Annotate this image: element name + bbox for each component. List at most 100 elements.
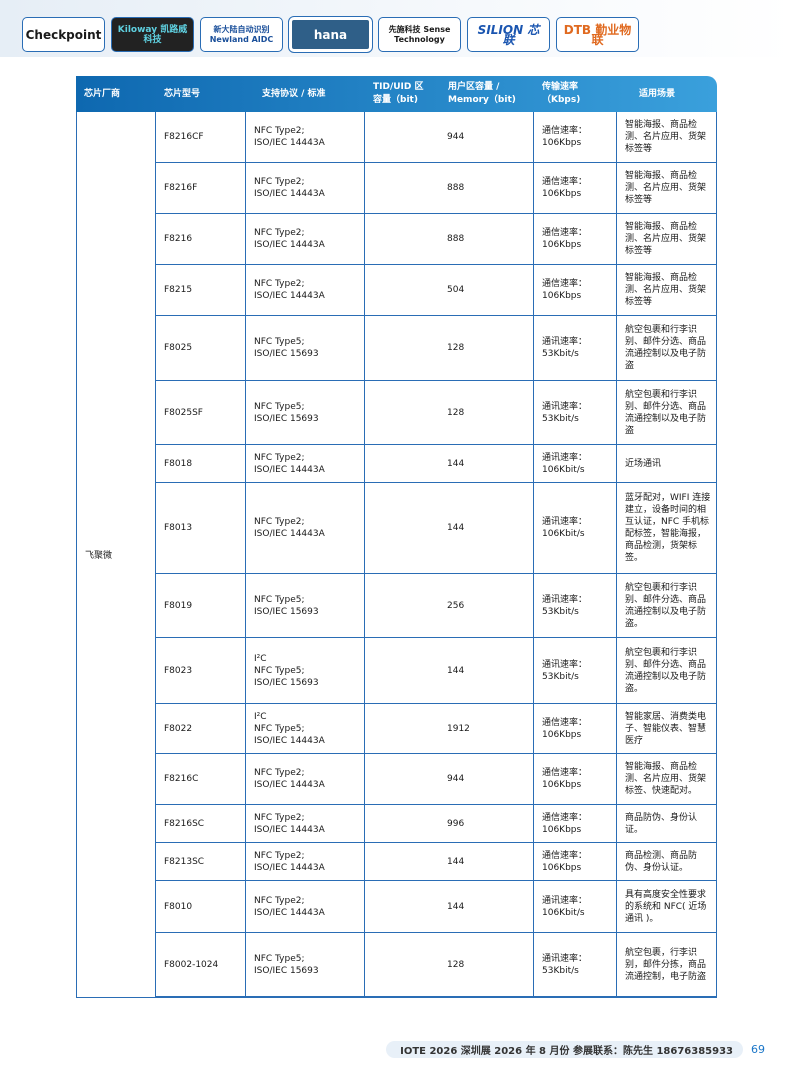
protocol-cell: NFC Type5; ISO/IEC 15693: [246, 933, 365, 997]
model-cell: F8215: [156, 265, 246, 316]
memory-cell: 996: [365, 805, 534, 843]
memory-cell: 944: [365, 754, 534, 805]
model-cell: F8010: [156, 881, 246, 933]
protocol-cell: NFC Type2; ISO/IEC 14443A: [246, 112, 365, 163]
footer: IOTE 2026 深圳展 2026 年 8 月份 参展联系：陈先生 18676…: [386, 1041, 765, 1058]
model-cell: F8216F: [156, 163, 246, 214]
table-body: 飞聚微 F8216CF NFC Type2; ISO/IEC 14443A 944 通…: [76, 112, 717, 998]
rate-cell: 通信速率： 106Kbps: [534, 214, 617, 265]
scenario-cell: 智能海报、商品检测、名片应用、货架标签等: [617, 214, 717, 265]
model-cell: F8025SF: [156, 381, 246, 445]
logo-dtb: DTB 勤业物联: [556, 17, 639, 52]
protocol-cell: NFC Type2; ISO/IEC 14443A: [246, 163, 365, 214]
protocol-cell: NFC Type2; ISO/IEC 14443A: [246, 265, 365, 316]
memory-cell: 144: [365, 483, 534, 574]
protocol-cell: NFC Type2; ISO/IEC 14443A: [246, 881, 365, 933]
memory-cell: 128: [365, 316, 534, 381]
memory-cell: 1912: [365, 704, 534, 754]
model-cell: F8022: [156, 704, 246, 754]
chip-table: 芯片厂商 芯片型号 支持协议 / 标准 TID/UID 区 容量（bit) 用户…: [76, 76, 717, 998]
scenario-cell: 商品防伪、身份认证。: [617, 805, 717, 843]
sponsor-logos: Checkpoint Kiloway 凯路威科技 新大陆自动识别 Newland…: [22, 16, 639, 53]
model-cell: F8002-1024: [156, 933, 246, 997]
header-rate: 传输速率 （Kbps): [542, 82, 581, 105]
vendor-cell: 飞聚微: [76, 112, 156, 997]
protocol-cell: I²C NFC Type5; ISO/IEC 14443A: [246, 704, 365, 754]
scenario-cell: 智能海报、商品检测、名片应用、货架标签等: [617, 265, 717, 316]
memory-cell: 504: [365, 265, 534, 316]
rate-cell: 通讯速率： 106Kbit/s: [534, 483, 617, 574]
memory-cell: 144: [365, 445, 534, 483]
model-cell: F8216SC: [156, 805, 246, 843]
rate-cell: 通讯速率： 106Kbit/s: [534, 445, 617, 483]
scenario-cell: 蓝牙配对，WIFI 连接建立，设备时间的相互认证，NFC 手机标配标签，智能海报…: [617, 483, 717, 574]
scenario-cell: 智能海报、商品检测、名片应用、货架标签等: [617, 112, 717, 163]
model-cell: F8019: [156, 574, 246, 638]
protocol-cell: NFC Type2; ISO/IEC 14443A: [246, 843, 365, 881]
memory-cell: 256: [365, 574, 534, 638]
protocol-cell: NFC Type5; ISO/IEC 15693: [246, 381, 365, 445]
model-cell: F8216: [156, 214, 246, 265]
table-header: 芯片厂商 芯片型号 支持协议 / 标准 TID/UID 区 容量（bit) 用户…: [76, 76, 717, 112]
rate-cell: 通信速率： 106Kbps: [534, 704, 617, 754]
header-scenario: 适用场景: [639, 88, 676, 99]
memory-cell: 888: [365, 214, 534, 265]
scenario-cell: 商品检测、商品防伪、身份认证。: [617, 843, 717, 881]
model-cell: F8018: [156, 445, 246, 483]
model-cell: F8213SC: [156, 843, 246, 881]
header-memory: 用户区容量 / Memory（bit): [448, 82, 516, 105]
page-number: 69: [751, 1043, 765, 1056]
footer-contact: IOTE 2026 深圳展 2026 年 8 月份 参展联系：陈先生 18676…: [386, 1041, 743, 1058]
rate-cell: 通讯速率： 53Kbit/s: [534, 574, 617, 638]
memory-cell: 888: [365, 163, 534, 214]
header-model: 芯片型号: [164, 88, 201, 99]
header-tid: TID/UID 区 容量（bit): [373, 82, 424, 105]
model-cell: F8013: [156, 483, 246, 574]
rate-cell: 通信速率： 106Kbps: [534, 754, 617, 805]
memory-cell: 128: [365, 933, 534, 997]
header-protocol: 支持协议 / 标准: [262, 88, 326, 99]
header-vendor: 芯片厂商: [84, 88, 121, 99]
protocol-cell: NFC Type2; ISO/IEC 14443A: [246, 214, 365, 265]
protocol-cell: I²C NFC Type5; ISO/IEC 15693: [246, 638, 365, 704]
model-cell: F8216CF: [156, 112, 246, 163]
scenario-cell: 智能海报、商品检测、名片应用、货架标签、快速配对。: [617, 754, 717, 805]
memory-cell: 144: [365, 881, 534, 933]
protocol-cell: NFC Type5; ISO/IEC 15693: [246, 574, 365, 638]
model-cell: F8023: [156, 638, 246, 704]
memory-cell: 128: [365, 381, 534, 445]
rate-cell: 通讯速率： 53Kbit/s: [534, 316, 617, 381]
rate-cell: 通信速率： 106Kbps: [534, 843, 617, 881]
scenario-cell: 航空包裹和行李识别、邮件分选、商品流通控制以及电子防盗: [617, 381, 717, 445]
scenario-cell: 智能海报、商品检测、名片应用、货架标签等: [617, 163, 717, 214]
rate-cell: 通讯速率： 53Kbit/s: [534, 638, 617, 704]
protocol-cell: NFC Type5; ISO/IEC 15693: [246, 316, 365, 381]
scenario-cell: 航空包裹和行李识别、邮件分选、商品流通控制以及电子防盗: [617, 316, 717, 381]
protocol-cell: NFC Type2; ISO/IEC 14443A: [246, 805, 365, 843]
logo-newland: 新大陆自动识别 Newland AIDC: [200, 17, 283, 52]
rate-cell: 通信速率： 106Kbps: [534, 265, 617, 316]
scenario-cell: 具有高度安全性要求的系统和 NFC( 近场通讯 )。: [617, 881, 717, 933]
protocol-cell: NFC Type2; ISO/IEC 14443A: [246, 754, 365, 805]
scenario-cell: 航空包裹和行李识别、邮件分选、商品流通控制以及电子防盗。: [617, 638, 717, 704]
memory-cell: 144: [365, 843, 534, 881]
scenario-cell: 智能家居、消费类电子、智能仪表、智慧医疗: [617, 704, 717, 754]
scenario-cell: 近场通讯: [617, 445, 717, 483]
model-cell: F8216C: [156, 754, 246, 805]
logo-checkpoint: Checkpoint: [22, 17, 105, 52]
logo-sense: 先施科技 Sense Technology: [378, 17, 461, 52]
rate-cell: 通信速率： 106Kbps: [534, 163, 617, 214]
logo-silion: SILION 芯联: [467, 17, 550, 52]
protocol-cell: NFC Type2; ISO/IEC 14443A: [246, 445, 365, 483]
protocol-cell: NFC Type2; ISO/IEC 14443A: [246, 483, 365, 574]
scenario-cell: 航空包裹和行李识别、邮件分选、商品流通控制以及电子防盗。: [617, 574, 717, 638]
rate-cell: 通讯速率： 53Kbit/s: [534, 933, 617, 997]
rate-cell: 通讯速率： 106Kbit/s: [534, 881, 617, 933]
rate-cell: 通信速率： 106Kbps: [534, 805, 617, 843]
rate-cell: 通讯速率： 53Kbit/s: [534, 381, 617, 445]
scenario-cell: 航空包裹，行李识别，邮件分拣，商品流通控制，电子防盗: [617, 933, 717, 997]
rate-cell: 通信速率： 106Kbps: [534, 112, 617, 163]
memory-cell: 944: [365, 112, 534, 163]
logo-hana: hana: [288, 16, 373, 53]
logo-kiloway: Kiloway 凯路威科技: [111, 17, 194, 52]
